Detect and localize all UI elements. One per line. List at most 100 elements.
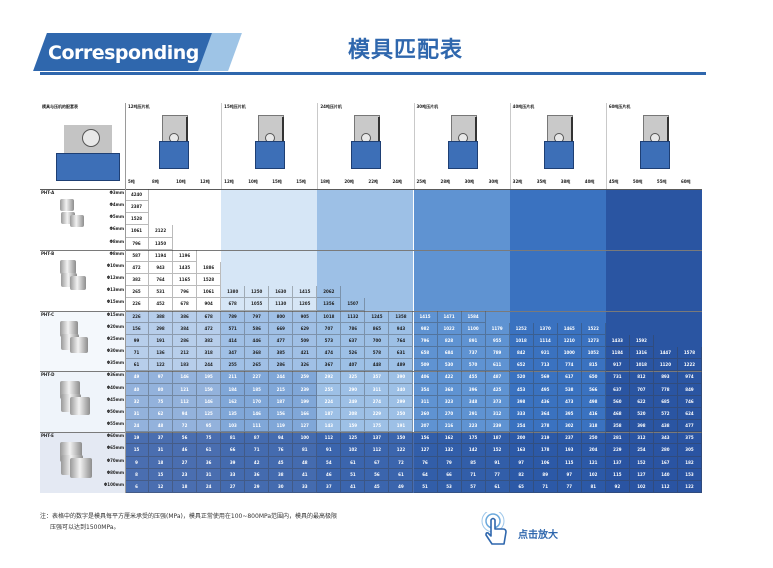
press-base [255, 141, 286, 169]
pressure-value: 1018 [317, 310, 342, 323]
die-tonnage-label: 35吨 [536, 179, 547, 184]
die-tonnage-label: 40吨 [584, 179, 595, 184]
die-size-label: Φ80mm [106, 469, 124, 475]
pressure-value: 102 [581, 468, 606, 481]
pressure-value: 56 [365, 468, 390, 481]
pressure-value: 137 [605, 456, 630, 469]
pressure-value: 42 [245, 456, 270, 469]
pressure-value: 678 [197, 310, 222, 323]
pressure-value: 132 [437, 444, 462, 457]
pressure-value: 707 [317, 322, 342, 335]
pressure-value: 1055 [245, 298, 270, 311]
pressure-value: 318 [197, 347, 222, 360]
pressure-value: 77 [557, 480, 582, 493]
pressure-value: 1022 [437, 322, 462, 335]
press-label: 40吨压片机 [512, 104, 535, 109]
pressure-value: 678 [173, 298, 198, 311]
pressure-value: 538 [557, 383, 582, 396]
pressure-value: 302 [557, 420, 582, 433]
pressure-value: 61 [125, 359, 150, 372]
pressure-value: 713 [533, 359, 558, 372]
pressure-value: 71 [125, 347, 150, 360]
pressure-value: 150 [389, 432, 414, 445]
pressure-value: 72 [173, 420, 198, 433]
die-tonnage-label: 20吨 [344, 179, 354, 184]
pressure-value: 30 [269, 480, 294, 493]
pressure-value: 652 [509, 359, 534, 372]
pressure-value: 27 [173, 456, 198, 469]
press-header-4: 30吨压片机 25吨 28吨 30吨 30吨 [413, 103, 511, 189]
pressure-value: 71 [245, 444, 270, 457]
pressure-value: 631 [389, 347, 414, 360]
pressure-value: 622 [629, 395, 654, 408]
press-header-1: 12吨压片机 5吨 8吨 10吨 12吨 [125, 103, 222, 189]
pressure-value: 97 [509, 456, 534, 469]
pressure-value: 99 [125, 334, 150, 348]
pressure-value: 211 [221, 371, 246, 384]
press-base [159, 141, 190, 169]
pressure-value: 215 [269, 383, 294, 396]
pressure-value: 250 [581, 432, 606, 445]
pressure-value: 1165 [173, 274, 198, 287]
pressure-value: 48 [149, 420, 174, 433]
pressure-value: 921 [533, 347, 558, 360]
mold-name: PHT-A [41, 190, 55, 195]
pressure-value: 75 [197, 432, 222, 445]
mold-image [52, 442, 92, 489]
press-handle [474, 117, 477, 147]
pressure-value: 746 [677, 395, 702, 408]
pressure-value: 385 [269, 347, 294, 360]
pressure-value: 87 [245, 432, 270, 445]
pressure-value: 146 [197, 395, 222, 408]
pressure-value: 254 [629, 444, 654, 457]
pressure-value: 62 [149, 407, 174, 421]
pressure-value: 637 [605, 383, 630, 396]
pressure-value: 24 [125, 420, 150, 433]
pressure-value: 24 [197, 480, 222, 493]
pressure-value: 244 [269, 371, 294, 384]
pressure-value: 1114 [533, 334, 558, 348]
pressure-value: 153 [677, 468, 702, 481]
pressure-value: 61 [389, 468, 414, 481]
pressure-value: 452 [149, 298, 174, 311]
pressure-value: 955 [485, 334, 510, 348]
pressure-value: 1507 [341, 298, 366, 311]
pressure-value: 509 [413, 359, 438, 372]
pressure-value: 1528 [125, 213, 150, 226]
pressure-value: 208 [341, 407, 366, 421]
mold-image [52, 381, 92, 428]
pressure-value: 125 [341, 432, 366, 445]
pressure-value: 570 [461, 359, 486, 372]
pressure-value: 79 [437, 456, 462, 469]
pressure-value: 398 [509, 395, 534, 408]
pressure-value: 200 [509, 432, 534, 445]
die-size-label: Φ60mm [106, 433, 124, 439]
pressure-value: 162 [437, 432, 462, 445]
pressure-value: 774 [557, 359, 582, 372]
mold-name: PHT-D [41, 372, 55, 378]
pressure-value: 1194 [149, 249, 174, 262]
pressure-value: 707 [629, 383, 654, 396]
zoom-button[interactable]: 点击放大 [480, 509, 580, 548]
mold-part [70, 275, 86, 290]
section-divider [40, 432, 702, 434]
pressure-value: 103 [221, 420, 246, 433]
press-header-6: 60吨压片机 45吨 50吨 55吨 60吨 [605, 103, 703, 189]
pressure-value: 45 [365, 480, 390, 493]
pressure-value: 292 [317, 371, 342, 384]
pressure-value: 85 [461, 456, 486, 469]
pressure-value: 38 [269, 468, 294, 481]
pressure-value: 789 [221, 310, 246, 323]
die-tonnage-label: 32吨 [512, 179, 523, 184]
pressure-value: 61 [485, 480, 510, 493]
pressure-value: 658 [413, 347, 438, 360]
press-label: 60吨压片机 [608, 104, 631, 109]
pressure-value: 1465 [557, 322, 582, 335]
pressure-value: 31 [149, 444, 174, 457]
die-size-label: Φ65mm [106, 445, 124, 451]
pressure-value: 1447 [653, 347, 678, 360]
die-tonnage-label: 18吨 [320, 179, 330, 184]
pressure-value: 373 [485, 395, 510, 408]
pressure-value: 244 [197, 359, 222, 372]
pressure-value: 455 [461, 371, 486, 384]
